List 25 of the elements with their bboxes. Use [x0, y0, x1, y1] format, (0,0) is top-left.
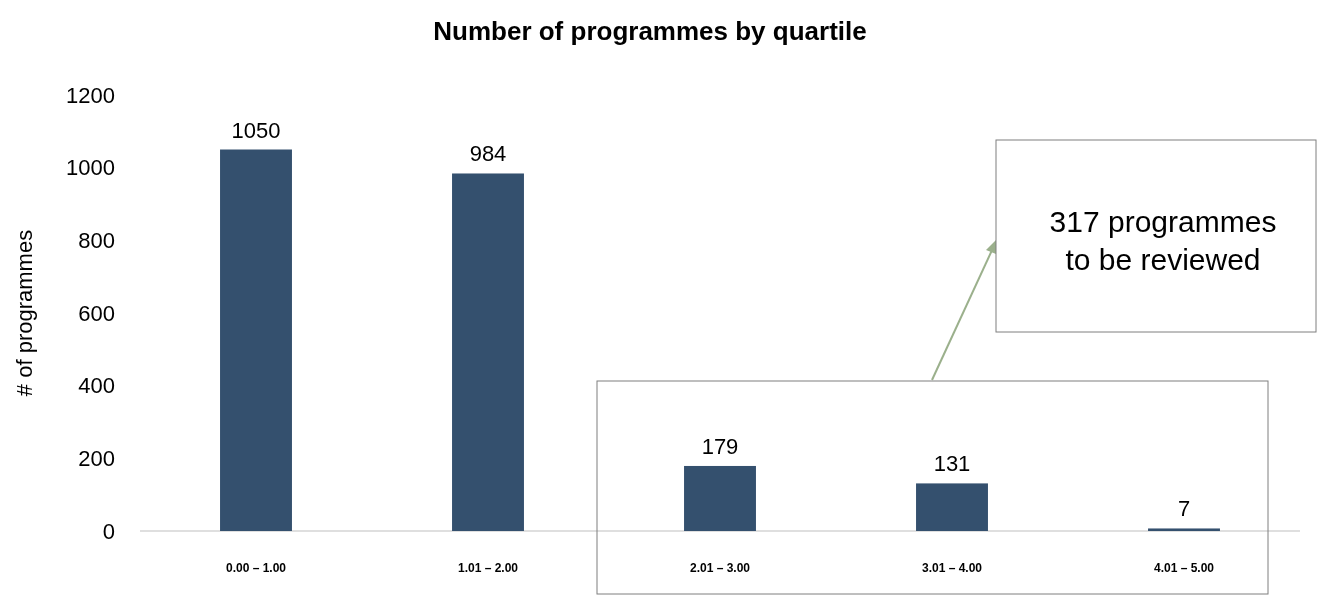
data-label: 179	[701, 433, 739, 459]
bar	[916, 483, 988, 531]
annotation: 317 programmes to be reviewed	[1049, 205, 1277, 276]
bar	[684, 465, 756, 531]
x-tick-label: 2.01 – 3.00	[689, 561, 751, 575]
y-tick-label: 600	[78, 300, 115, 326]
y-tick-label: 0	[102, 518, 115, 544]
x-tick-label: 1.01 – 2.00	[457, 561, 519, 575]
y-tick-label: 200	[78, 446, 115, 472]
x-tick-label: 0.00 – 1.00	[225, 561, 287, 575]
data-label: 984	[469, 141, 507, 167]
y-axis-title: # of programmes	[12, 229, 37, 397]
data-label: 7	[1177, 496, 1191, 522]
y-tick-label: 1200	[66, 82, 115, 108]
chart-title: Number of programmes by quartile	[433, 16, 867, 46]
y-tick-label: 800	[78, 228, 115, 254]
x-tick-label: 3.01 – 4.00	[921, 561, 983, 575]
bar	[220, 149, 292, 531]
y-tick-label: 400	[78, 373, 115, 399]
bar	[1148, 528, 1220, 531]
data-label: 131	[933, 451, 971, 477]
y-tick-label: 1000	[66, 155, 115, 181]
x-tick-label: 4.01 – 5.00	[1153, 561, 1215, 575]
data-label: 1050	[231, 117, 281, 143]
bar	[452, 173, 524, 531]
